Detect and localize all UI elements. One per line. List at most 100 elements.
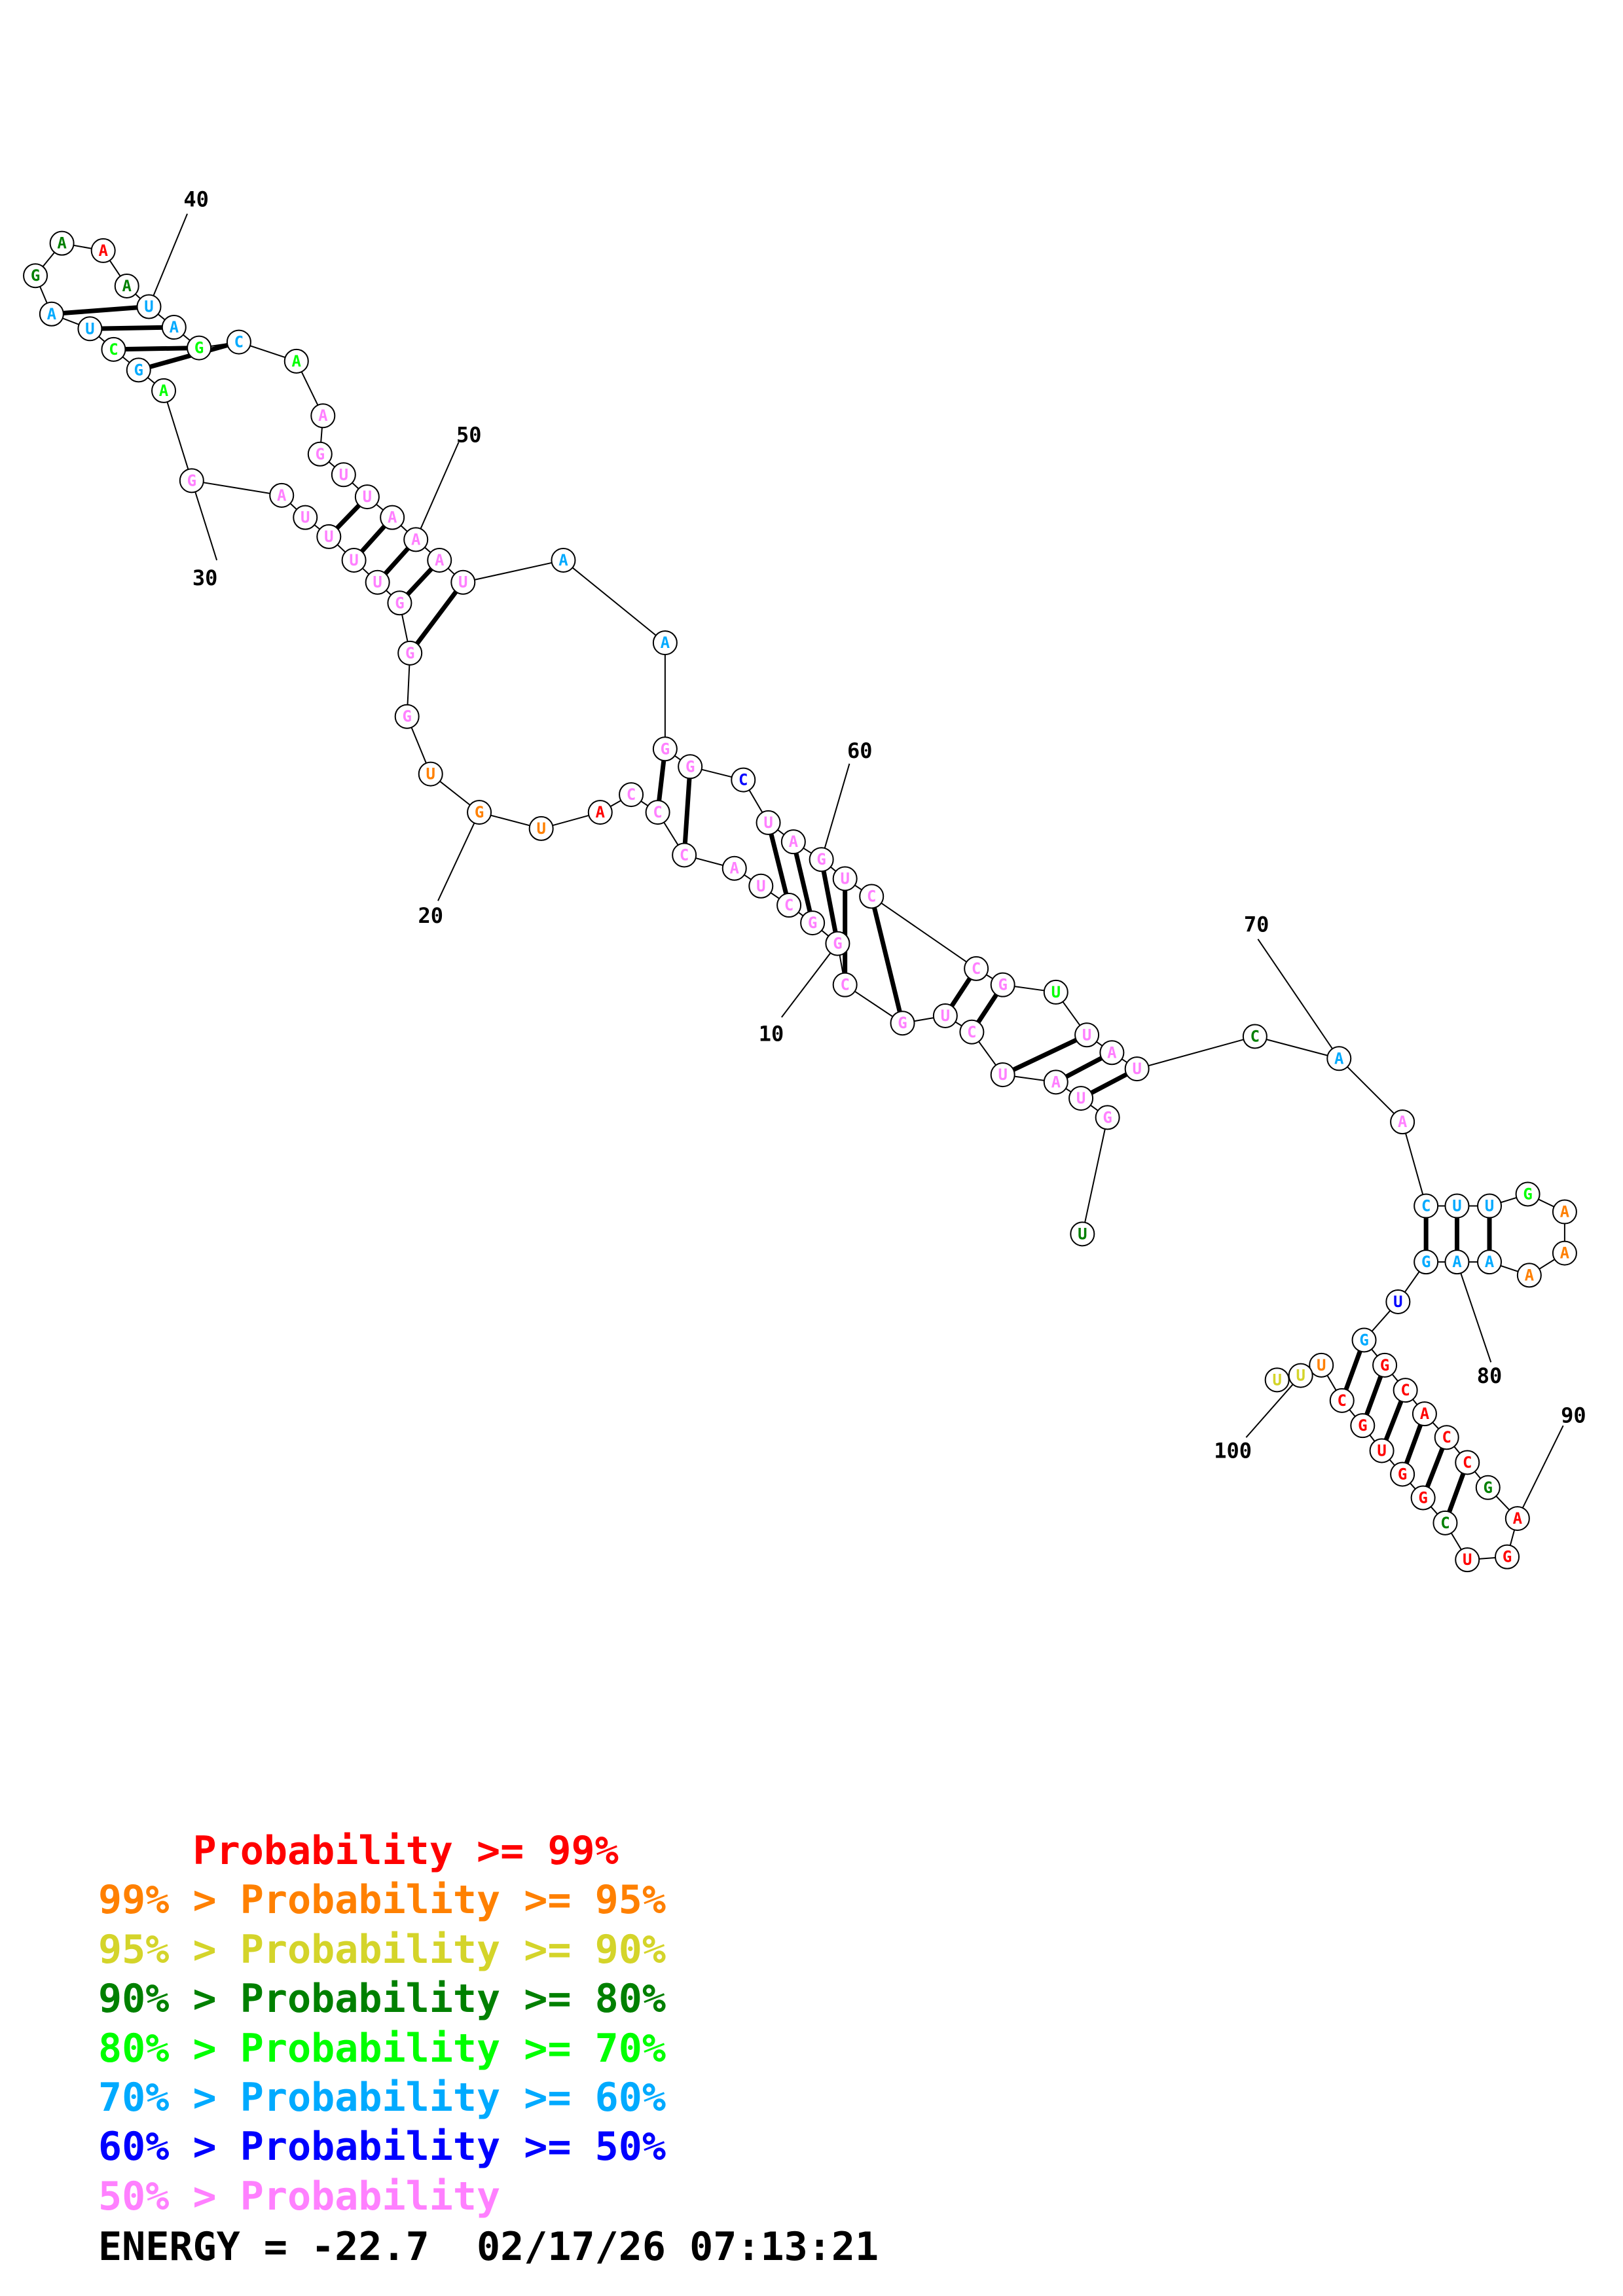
legend-prefix: 95% >: [98, 1926, 240, 1973]
nucleotide-letter: A: [122, 277, 132, 295]
nucleotide: C: [1329, 1388, 1355, 1413]
nucleotide: A: [1444, 1249, 1470, 1275]
nucleotide-letter: C: [1338, 1391, 1347, 1410]
nucleotide-letter: G: [194, 339, 204, 357]
nucleotide-circle: [49, 230, 75, 256]
nucleotide: A: [721, 855, 747, 881]
legend-text: Probability >= 90%: [240, 1926, 666, 1973]
nucleotide-circle: [1475, 1475, 1501, 1500]
index-tick-line: [437, 812, 480, 901]
base-pair-bond: [657, 759, 666, 803]
nucleotide-letter: U: [1272, 1371, 1281, 1389]
nucleotide-letter: U: [1082, 1026, 1091, 1044]
nucleotide: U: [1288, 1363, 1313, 1388]
nucleotide: C: [832, 972, 858, 997]
nucleotide: U: [1074, 1022, 1100, 1048]
nucleotide-circle: [825, 931, 850, 956]
nucleotide-letter: U: [1452, 1197, 1461, 1215]
backbone-segment: [191, 480, 282, 496]
index-label: 10: [759, 1021, 784, 1046]
nucleotide: G: [825, 931, 850, 956]
nucleotide-circle: [1385, 1289, 1411, 1314]
legend-text: Probability: [240, 2173, 501, 2219]
nucleotide-circle: [293, 505, 318, 530]
nucleotide: U: [136, 294, 162, 319]
nucleotide-letter: A: [1420, 1405, 1430, 1423]
nucleotide-circle: [307, 441, 333, 467]
nucleotide: A: [1552, 1199, 1577, 1225]
nucleotide: A: [49, 230, 75, 256]
nucleotide-circle: [1390, 1109, 1415, 1135]
base-pair-bond: [793, 851, 812, 914]
nucleotide: G: [800, 910, 826, 936]
nucleotide-letter: G: [998, 976, 1007, 994]
nucleotide: U: [1124, 1056, 1150, 1082]
nucleotide-circle: [310, 403, 336, 429]
nucleotide-letter: C: [739, 771, 748, 789]
nucleotide: G: [387, 590, 412, 616]
backbone-segment: [163, 390, 192, 481]
nucleotide-circle: [365, 569, 390, 595]
nucleotide-circle: [161, 315, 187, 340]
nucleotide-letter: A: [277, 486, 287, 505]
legend-entry: Probability >= 99%: [98, 1831, 619, 1871]
nucleotide-letter: U: [1051, 983, 1061, 1001]
nucleotide: G: [1475, 1475, 1501, 1500]
nucleotide-letter: U: [363, 488, 372, 506]
nucleotide: G: [126, 357, 151, 383]
nucleotide-letter: C: [840, 976, 849, 994]
base-pair-bond: [949, 976, 972, 1009]
base-pair-bond: [359, 524, 387, 554]
legend-prefix: 60% >: [98, 2124, 240, 2170]
nucleotide-letter: G: [31, 266, 40, 285]
nucleotide-circle: [587, 800, 613, 825]
nucleotide-letter: G: [316, 445, 325, 463]
nucleotide-letter: A: [57, 234, 67, 253]
nucleotide-letter: U: [1377, 1441, 1386, 1460]
base-pair-bond: [1343, 1349, 1362, 1392]
nucleotide-circle: [672, 842, 697, 868]
index-label: 100: [1214, 1439, 1252, 1463]
legend-text: Probability >= 50%: [240, 2124, 666, 2170]
nucleotide: G: [394, 704, 420, 729]
nucleotide-circle: [226, 329, 251, 355]
nucleotide: C: [1432, 1510, 1458, 1535]
nucleotide-circle: [1434, 1425, 1459, 1450]
nucleotide-letter: G: [685, 757, 695, 776]
index-tick-line: [820, 763, 850, 860]
nucleotide-letter: A: [98, 242, 108, 260]
nucleotide-letter: G: [1523, 1185, 1532, 1204]
nucleotide-letter: C: [784, 896, 793, 914]
nucleotide-letter: U: [536, 819, 545, 838]
legend-entry: 90% > Probability >= 80%: [98, 1979, 666, 2018]
nucleotide-circle: [528, 816, 554, 841]
nucleotide: U: [418, 761, 443, 787]
nucleotide-letter: G: [1418, 1489, 1427, 1507]
nucleotide-circle: [990, 1062, 1015, 1088]
nucleotide-letter: G: [1484, 1479, 1493, 1497]
legend-text: Probability >= 60%: [240, 2075, 666, 2121]
nucleotide: A: [403, 527, 429, 552]
legend-text: Probability >= 70%: [240, 2025, 666, 2072]
nucleotide-circle: [832, 866, 858, 891]
nucleotide-letter: A: [1560, 1244, 1570, 1263]
nucleotide-letter: A: [435, 551, 445, 569]
nucleotide-letter: A: [1452, 1253, 1462, 1271]
nucleotide-letter: G: [1358, 1416, 1367, 1435]
nucleotide: A: [1552, 1240, 1577, 1266]
nucleotide-circle: [1070, 1221, 1095, 1247]
index-tick-layer: 10 20 30 40 50 60 70 80 90 100: [148, 187, 1586, 1519]
nucleotide-circle: [809, 847, 834, 872]
base-pair-bond: [1425, 1446, 1445, 1489]
nucleotide-circle: [756, 810, 781, 835]
nucleotide-circle: [1043, 1069, 1068, 1095]
energy-timestamp-line: ENERGY = -22.7 02/17/26 07:13:21: [98, 2224, 879, 2270]
nucleotide: A: [1043, 1069, 1068, 1095]
nucleotide: C: [959, 1019, 985, 1045]
nucleotide: C: [101, 336, 126, 362]
nucleotide: A: [1412, 1401, 1437, 1427]
nucleotide-letter: G: [898, 1014, 907, 1032]
legend-prefix: 99% >: [98, 1877, 240, 1924]
nucleotide-circle: [800, 910, 826, 936]
legend-entry: 80% > Probability >= 70%: [98, 2029, 666, 2068]
